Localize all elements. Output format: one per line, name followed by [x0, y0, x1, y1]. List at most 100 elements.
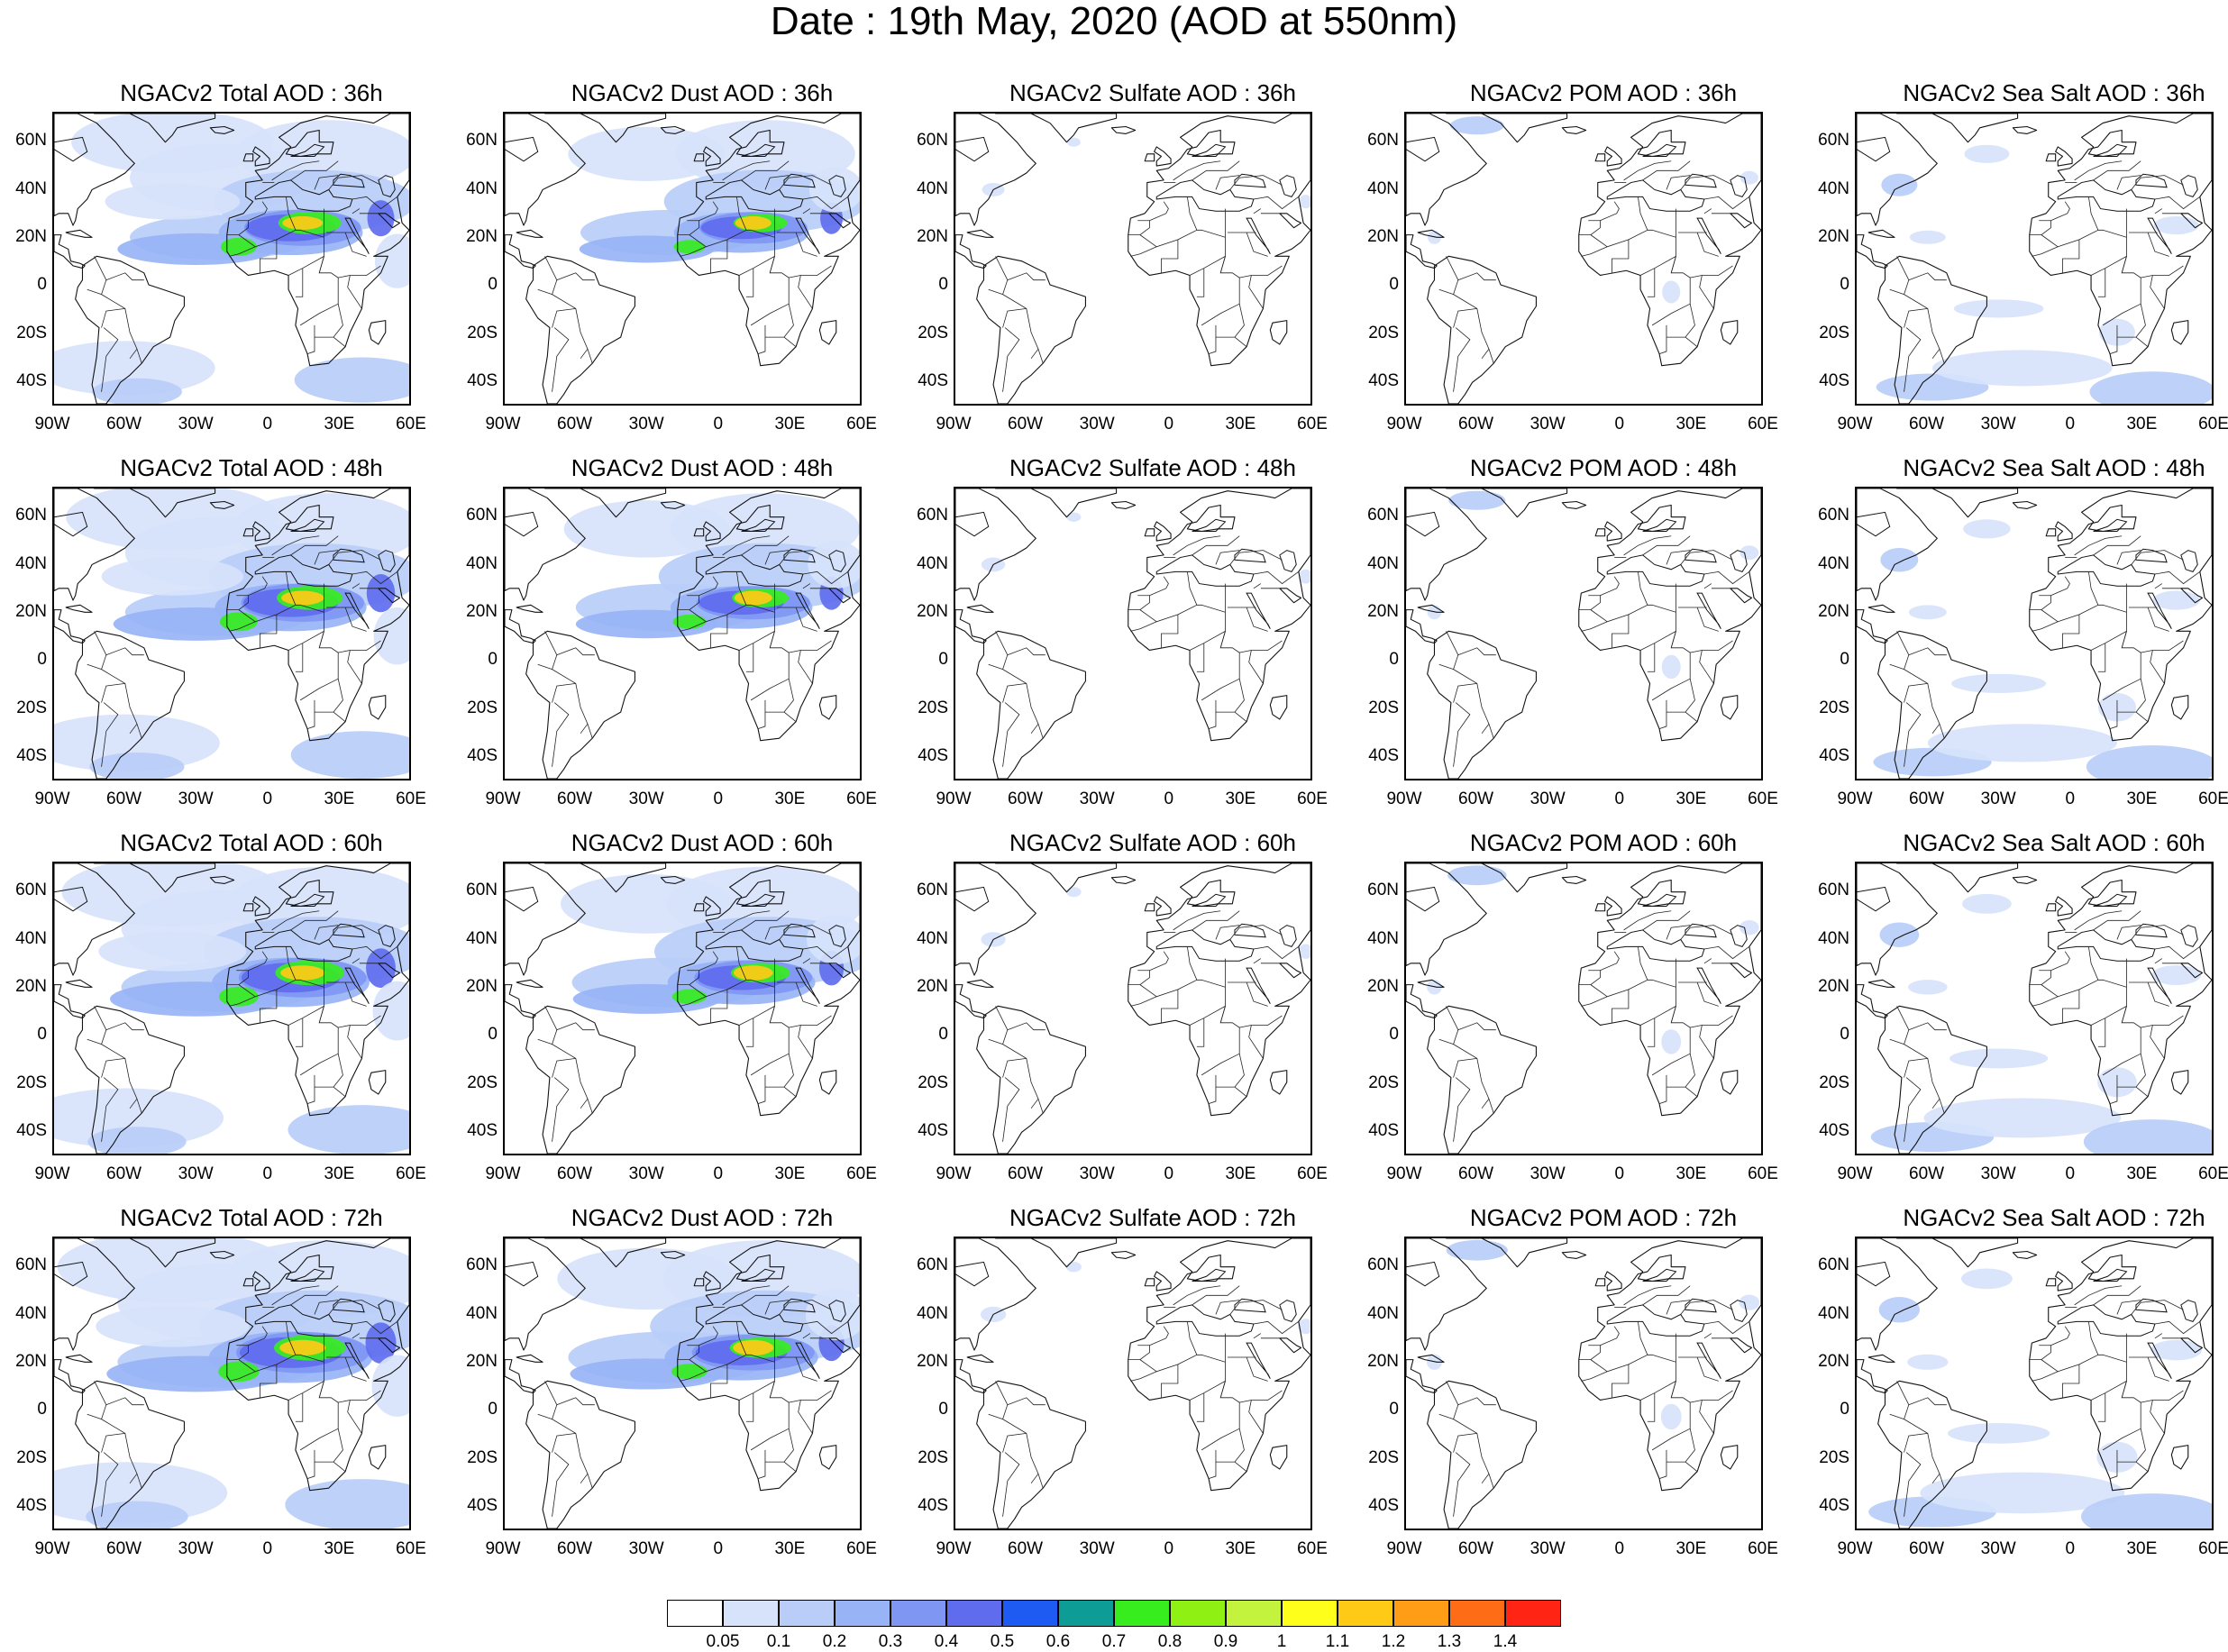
- sea-hudson: [505, 136, 539, 162]
- country-border: [2029, 1345, 2051, 1361]
- sea-baltic: [1642, 143, 1677, 158]
- country-border: [556, 647, 595, 656]
- latitude-tick-label: 20N: [917, 1352, 948, 1371]
- land-southAmerica: [1427, 1005, 1537, 1154]
- country-border: [689, 1321, 747, 1373]
- country-border: [1002, 1452, 1020, 1517]
- country-border: [2102, 1006, 2141, 1076]
- latitude-tick-label: 40N: [1367, 553, 1399, 573]
- country-border: [1696, 232, 1719, 257]
- sea-caspian: [2180, 550, 2198, 572]
- longitude-tick-label: 0: [262, 415, 273, 434]
- country-border: [1666, 1054, 1695, 1088]
- country-border: [710, 239, 728, 273]
- sea-redSea: [2147, 592, 2172, 630]
- panel-title: NGACv2 Dust AOD : 48h: [571, 454, 834, 481]
- aod-contour: [1961, 1268, 2013, 1290]
- sea-caspian: [828, 175, 846, 197]
- land-madagascar: [818, 1070, 837, 1095]
- country-border: [1699, 275, 1714, 309]
- land-iceland: [660, 1250, 686, 1259]
- country-border: [764, 679, 794, 713]
- country-border: [1904, 669, 1940, 735]
- country-border: [1248, 1400, 1264, 1434]
- latitude-tick-label: 60N: [15, 131, 47, 151]
- country-border: [552, 1058, 576, 1078]
- aod-map: [1404, 1237, 1763, 1530]
- land-madagascar: [1269, 320, 1288, 345]
- country-border: [1666, 1428, 1695, 1463]
- country-border: [2093, 160, 2141, 181]
- country-border: [2050, 576, 2070, 597]
- land-centralAmerica: [505, 609, 536, 644]
- country-border: [1642, 910, 1691, 931]
- land-northAmerica: [505, 488, 586, 601]
- longitude-tick-label: 30E: [1225, 415, 1256, 434]
- longitude-tick-label: 30E: [1676, 1539, 1707, 1558]
- country-border: [552, 702, 570, 767]
- land-britain: [252, 146, 270, 167]
- land-centralAmerica: [54, 609, 86, 644]
- sea-caspian: [378, 175, 396, 197]
- land-africaEurasia: [226, 1238, 409, 1492]
- country-border: [1453, 294, 1490, 360]
- sea-redSea: [1696, 967, 1721, 1005]
- longitude-tick-label: 60E: [1748, 1539, 1778, 1558]
- latitude-tick-label: 0: [488, 1400, 498, 1419]
- sea-redSea: [1696, 1342, 1721, 1380]
- country-border: [1488, 1099, 1494, 1114]
- land-ireland: [242, 903, 254, 912]
- land-southAmerica: [525, 1005, 635, 1154]
- country-border: [1002, 1433, 1027, 1453]
- aod-contour: [87, 1127, 187, 1154]
- longitude-tick-label: 30W: [178, 789, 214, 808]
- latitude-tick-label: 0: [938, 275, 948, 295]
- latitude-tick-label: 60N: [1367, 131, 1399, 151]
- country-border: [101, 327, 119, 392]
- country-border: [226, 595, 249, 611]
- land-arabianGulf: [1279, 588, 1302, 604]
- country-border: [1189, 604, 1226, 651]
- sea-caspian: [2180, 925, 2198, 947]
- sea-baltic: [290, 143, 325, 158]
- country-border: [2032, 1371, 2059, 1382]
- land-caribbean: [516, 979, 543, 988]
- country-border: [552, 294, 589, 360]
- sea-caspian: [1730, 925, 1748, 947]
- land-madagascar: [818, 1445, 837, 1470]
- longitude-tick-label: 60E: [1297, 1539, 1328, 1558]
- country-border: [1453, 1077, 1471, 1142]
- country-border: [1173, 535, 1221, 556]
- colorbar-label: 0.4: [934, 1632, 959, 1651]
- country-border: [306, 337, 315, 354]
- country-border: [1037, 1099, 1044, 1114]
- land-ireland: [242, 1278, 254, 1287]
- country-border: [344, 981, 367, 1007]
- country-border: [1130, 246, 1157, 257]
- country-border: [1130, 996, 1157, 1007]
- country-border: [1037, 349, 1044, 364]
- sea-blackSea: [333, 548, 365, 563]
- country-border: [347, 1025, 362, 1059]
- country-border: [2074, 1285, 2123, 1306]
- land-southAmerica: [75, 1380, 185, 1529]
- aod-contour: [1964, 144, 2010, 163]
- latitude-tick-label: 40S: [1819, 371, 1849, 391]
- country-border: [757, 1462, 766, 1479]
- panel-title: NGACv2 Sea Salt AOD : 72h: [1903, 1204, 2205, 1231]
- latitude-tick-label: 20N: [917, 227, 948, 246]
- country-border: [1703, 1333, 1712, 1339]
- longitude-tick-label: 30W: [628, 1539, 664, 1558]
- colorbar-swatch: [1058, 1600, 1114, 1627]
- land-ireland: [1594, 903, 1606, 912]
- country-border: [333, 1086, 346, 1097]
- aod-contour: [1298, 569, 1310, 584]
- country-border: [136, 349, 142, 364]
- land-africaEurasia: [677, 863, 860, 1117]
- longitude-tick-label: 30W: [1079, 415, 1115, 434]
- land-southAmerica: [1877, 630, 1987, 779]
- country-border: [769, 256, 775, 273]
- country-border: [802, 1320, 849, 1335]
- colorbar-label: 0.7: [1101, 1632, 1127, 1651]
- colorbar-label: 1.2: [1381, 1632, 1406, 1651]
